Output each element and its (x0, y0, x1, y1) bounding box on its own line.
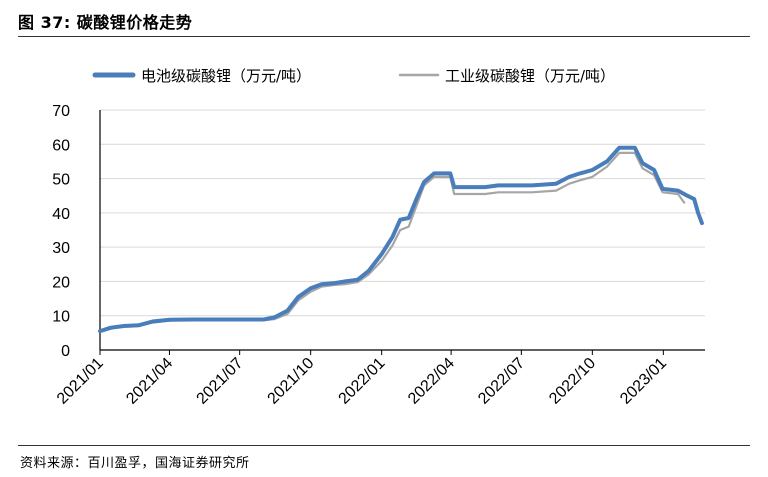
y-tick-label: 40 (52, 206, 70, 223)
x-tick-label: 2021/10 (265, 355, 318, 408)
legend-label: 电池级碳酸锂（万元/吨） (141, 67, 311, 85)
x-tick-label: 2021/01 (54, 355, 107, 408)
x-tick-labels: 2021/01 2021/04 2021/07 2021/10 2022/01 2022/… (54, 355, 670, 408)
y-tick-label: 60 (52, 137, 70, 154)
y-tick-label: 10 (52, 309, 70, 326)
x-tick-label: 2021/04 (123, 355, 176, 408)
legend-label: 工业级碳酸锂（万元/吨） (445, 67, 615, 85)
source-note: 资料来源：百川盈孚，国海证券研究所 (20, 456, 250, 471)
top-divider (18, 36, 750, 37)
lithium-price-chart: 电池级碳酸锂（万元/吨） 工业级碳酸锂（万元/吨） 0 10 20 30 40 50 60 70… (52, 67, 705, 408)
y-tick-label: 20 (52, 274, 70, 291)
industrial-grade-line (98, 151, 686, 333)
axes (99, 110, 705, 355)
x-tick-label: 2022/04 (405, 355, 458, 408)
series-lines (98, 145, 704, 334)
x-tick-label: 2021/07 (194, 355, 247, 408)
bottom-divider (18, 445, 750, 446)
y-tick-label: 30 (52, 240, 70, 257)
y-tick-label: 0 (61, 343, 70, 360)
legend: 电池级碳酸锂（万元/吨） 工业级碳酸锂（万元/吨） (92, 67, 615, 85)
x-tick-label: 2022/01 (336, 355, 389, 408)
y-tick-label: 50 (52, 172, 70, 189)
gridlines (100, 109, 705, 317)
x-tick-label: 2022/07 (475, 355, 528, 408)
figure-title: 图 37: 碳酸锂价格走势 (18, 13, 193, 32)
y-tick-label: 70 (52, 103, 70, 120)
y-tick-labels: 0 10 20 30 40 50 60 70 (52, 103, 70, 360)
battery-grade-line (98, 145, 704, 334)
x-tick-label: 2023/01 (617, 355, 670, 408)
x-tick-label: 2022/10 (546, 355, 599, 408)
